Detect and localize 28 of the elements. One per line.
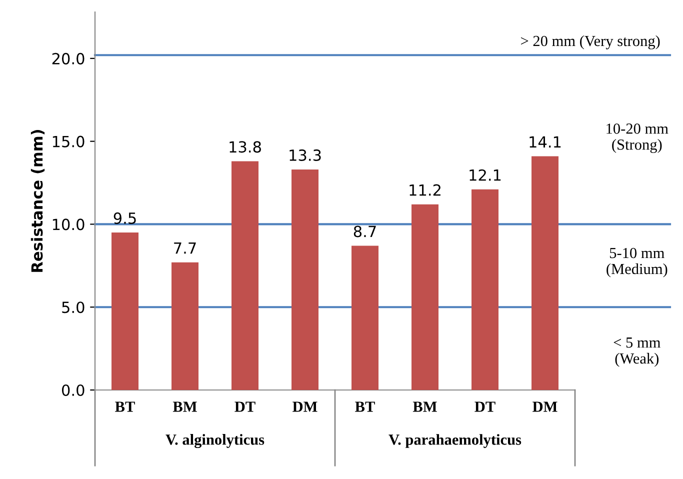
data-label: 8.7 [354,226,376,238]
y-axis-title: Resistance (mm) [30,130,45,272]
data-label: 9.5 [114,212,136,224]
x-tick-label: DM [532,402,558,412]
x-tick-label: DT [474,402,496,412]
data-label: 14.1 [530,136,561,148]
x-tick-label: DM [292,402,318,412]
x-tick-label: BM [172,402,197,412]
x-tick-label: BT [115,402,135,412]
data-label: 12.1 [470,169,501,181]
data-label: 13.8 [230,141,261,153]
y-tick-label: 10.0 [52,218,84,230]
text: V. alginolyticus [166,434,264,448]
text: 5-10 mm (Medium) [606,248,668,278]
x-tick-label: DT [234,402,256,412]
ref-line-label: > 20 mm (Very strong) [521,35,660,50]
x-tick-label: BM [412,402,437,412]
data-label: 7.7 [174,242,196,254]
text: V. parahaemolyticus [388,434,522,448]
data-label: 11.2 [410,184,440,196]
y-tick-label: 20.0 [52,52,84,64]
text: < 5 mm (Weak) [614,338,660,367]
y-tick-label: 15.0 [52,136,84,148]
y-tick-label: 0.0 [62,384,84,396]
text: 10-20 mm (Strong) [606,124,668,153]
y-tick-label: 5.0 [62,302,84,314]
x-tick-label: BT [355,402,375,412]
data-label: 13.3 [290,149,321,161]
